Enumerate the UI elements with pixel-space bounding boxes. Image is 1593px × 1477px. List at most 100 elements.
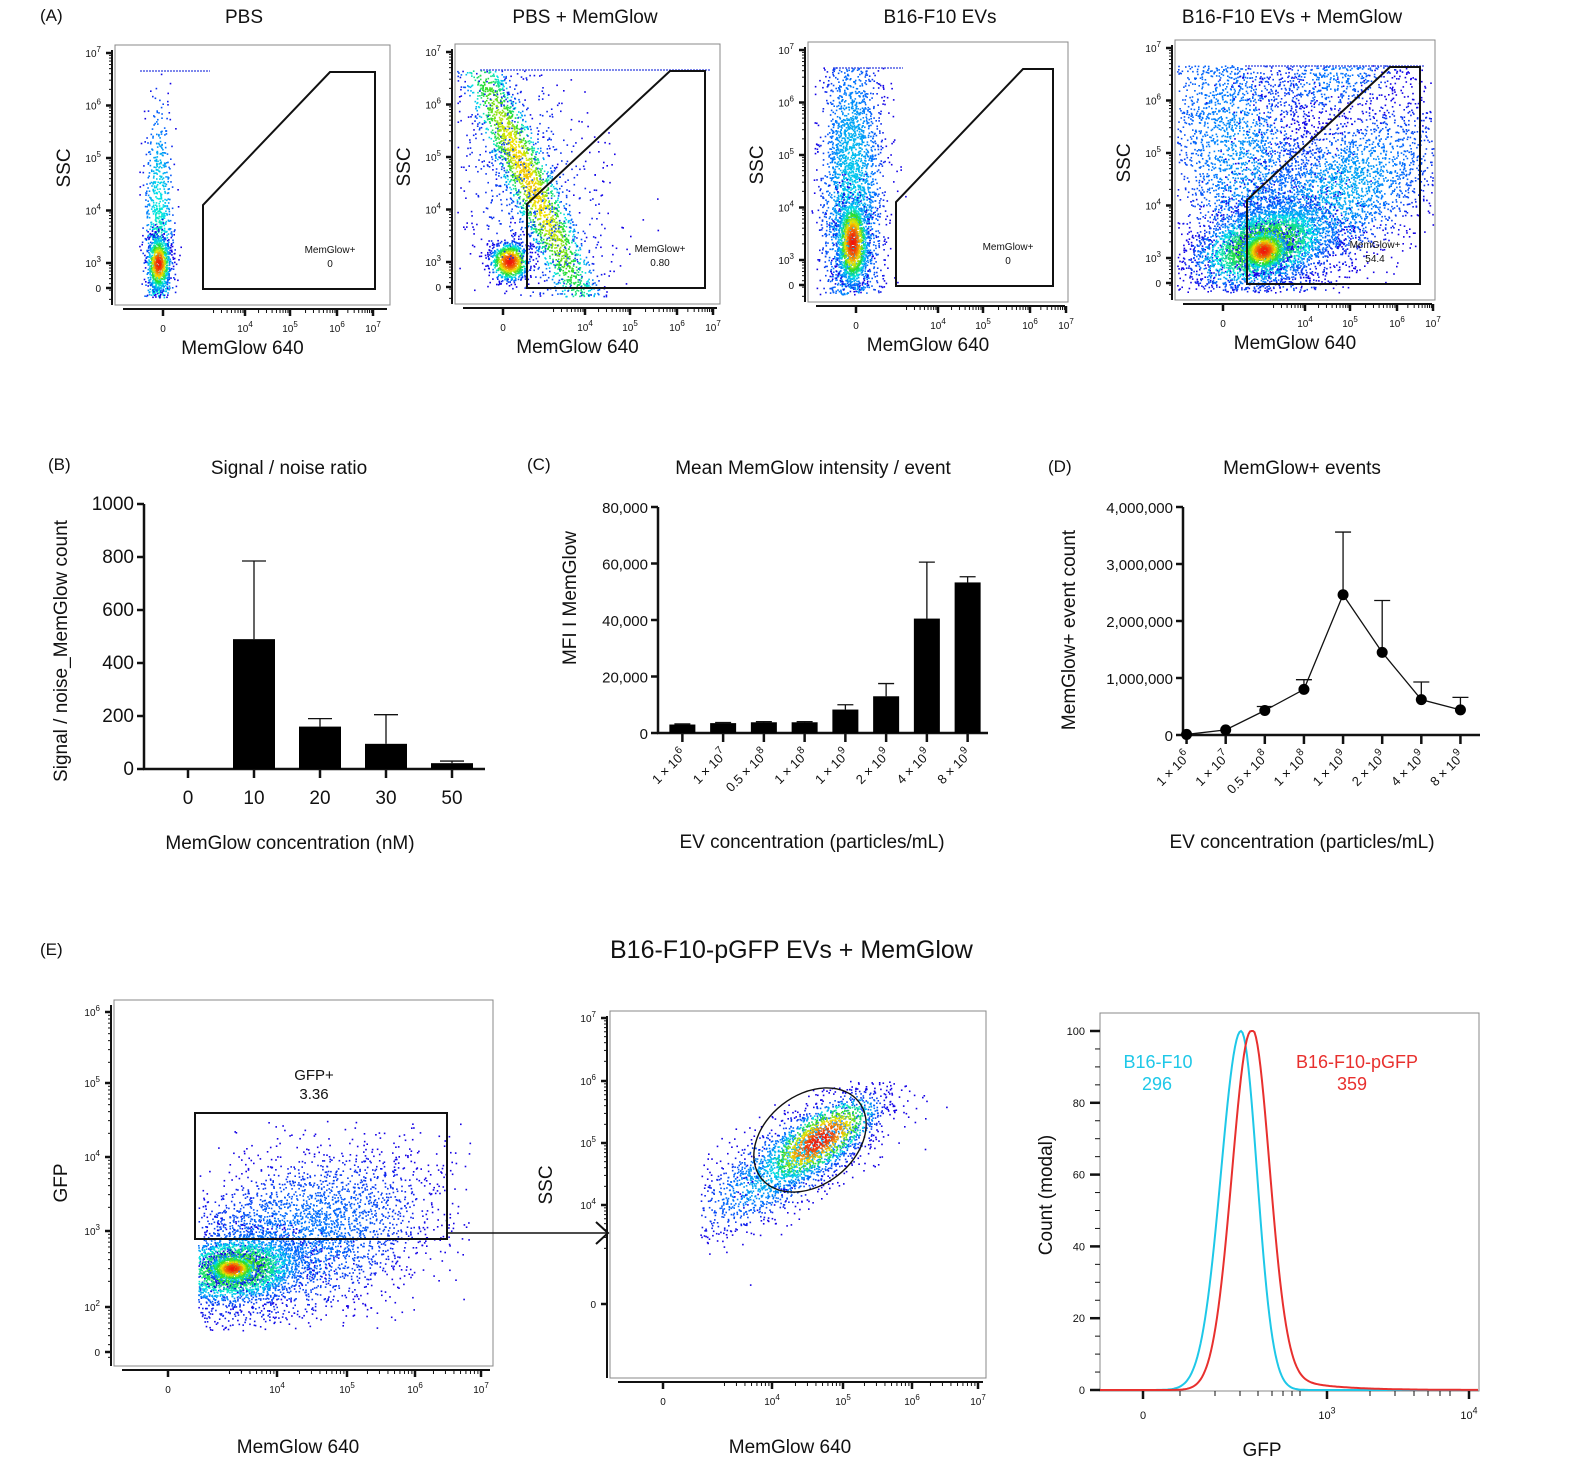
- x-tick-label: 106: [1022, 317, 1038, 332]
- y-tick-label: 106: [580, 1073, 596, 1088]
- ssc-scatter-population: [700, 1080, 948, 1286]
- x-tick-label: 107: [1058, 317, 1074, 332]
- legend-b16f10-pgfp-name: B16-F10-pGFP: [1296, 1052, 1418, 1072]
- x-tick-label: 107: [473, 1381, 489, 1396]
- memglow-gate: [526, 70, 706, 289]
- chart-title: Signal / noise ratio: [211, 458, 367, 479]
- x-tick-label: 104: [269, 1381, 285, 1396]
- x-tick-label: 105: [835, 1393, 851, 1408]
- y-tick-label: 104: [84, 1149, 100, 1164]
- x-axis-title: MemGlow 640: [516, 337, 639, 358]
- scatter-population: [457, 69, 660, 298]
- x-tick-label: 105: [622, 319, 638, 334]
- x-axis-title: MemGlow 640: [867, 335, 990, 356]
- y-axis-title: SSC: [54, 148, 75, 187]
- x-axis-title: MemGlow concentration (nM): [165, 833, 414, 854]
- gate-label: GFP+: [294, 1067, 334, 1084]
- panel-label-a: (A): [40, 6, 63, 26]
- bar: [431, 763, 473, 769]
- x-tick-label: 0: [1220, 319, 1226, 330]
- bar: [233, 639, 275, 769]
- y-tick-label: 0: [94, 1348, 100, 1359]
- x-tick-label: 106: [1389, 315, 1405, 330]
- y-axis-title: SSC: [1114, 143, 1135, 182]
- y-tick-label: 103: [85, 255, 101, 270]
- y-axis-title: Signal / noise_MemGlow count: [51, 519, 72, 782]
- panel-e-gfp-scatter: 0 102 103 104 105 106 0 104 105 106 107 GFP+ 3.36 GFP…: [51, 999, 494, 1458]
- panel-label-b: (B): [48, 455, 71, 475]
- x-tick-label: 0: [165, 1385, 171, 1396]
- gate-value: 0: [1005, 256, 1011, 267]
- y-tick-label: 106: [778, 95, 794, 110]
- y-tick-label: 104: [778, 200, 794, 215]
- x-tick-label: 0: [160, 324, 166, 335]
- y-tick-label: 0: [1155, 279, 1161, 290]
- flow-plot-1: PBS 0 103 104 105 106 107 0 104 105 106 107 MemGlow+…: [54, 7, 391, 359]
- plot-frame: [609, 1010, 987, 1379]
- x-tick-label: 106: [329, 320, 345, 335]
- x-tick-label: 105: [339, 1381, 355, 1396]
- gfp-scatter-axes: 0 102 103 104 105 106 0 104 105 106 107: [84, 999, 494, 1396]
- memglow-gate: [895, 68, 1054, 287]
- y-tick-label: 107: [1145, 40, 1161, 55]
- y-tick-label: 107: [778, 42, 794, 57]
- panel-c-bar-chart: Mean MemGlow intensity / event 0 20,000 40,…: [560, 458, 988, 853]
- y-tick-label: 20,000: [602, 670, 648, 687]
- y-tick-label: 400: [102, 653, 134, 674]
- flow-axes: 0 103 104 105 106 107 0 104 105 106 107: [85, 44, 391, 335]
- y-tick-label: 105: [778, 147, 794, 162]
- chart-title: Mean MemGlow intensity / event: [675, 458, 951, 479]
- x-tick-label: 50: [441, 788, 462, 809]
- y-tick-label: 105: [580, 1135, 596, 1150]
- x-axis-title: MemGlow 640: [1234, 333, 1357, 354]
- x-tick-label: 104: [577, 319, 593, 334]
- memglow-gate: [202, 71, 376, 290]
- y-tick-label: 60: [1073, 1170, 1085, 1182]
- x-tick-label: 107: [705, 319, 721, 334]
- y-tick-label: 0: [640, 726, 648, 743]
- bar: [954, 582, 981, 733]
- scatter-population: [811, 67, 907, 296]
- x-tick-label: 0: [853, 321, 859, 332]
- x-tick-label: 10: [243, 788, 264, 809]
- x-axis-title: MemGlow 640: [181, 338, 304, 359]
- y-tick-label: 800: [102, 547, 134, 568]
- y-tick-label: 104: [85, 203, 101, 218]
- flow-plot-2: PBS + MemGlow 0 103 104 105 106 107 0 104 105 106 1…: [394, 7, 721, 358]
- y-tick-label: 105: [1145, 145, 1161, 160]
- gate-value: 3.36: [299, 1086, 328, 1103]
- x-tick-label: 30: [375, 788, 396, 809]
- gate-label: MemGlow+: [305, 245, 356, 256]
- x-tick-label: 105: [282, 320, 298, 335]
- y-tick-label: 0: [95, 284, 101, 295]
- flow-plot-3: B16-F10 EVs 0 103 104 105 106 107 0 104 105 106 107…: [747, 7, 1074, 356]
- y-tick-label: 60,000: [602, 557, 648, 574]
- y-tick-label: 104: [425, 202, 441, 217]
- y-tick-label: 104: [580, 1197, 596, 1212]
- bar: [299, 726, 341, 769]
- flow-plot-title: PBS: [225, 7, 263, 28]
- y-tick-label: 105: [85, 150, 101, 165]
- x-tick-label: 107: [365, 320, 381, 335]
- panel-e-ssc-scatter: 0 104 105 106 107 0 104 105 106 107 SSC MemGlow 640: [536, 1010, 987, 1458]
- legend-b16f10-name: B16-F10: [1123, 1052, 1192, 1072]
- y-tick-label: 0: [1079, 1385, 1085, 1397]
- bar: [669, 724, 696, 733]
- y-tick-label: 103: [778, 252, 794, 267]
- flow-plot-title: B16-F10 EVs + MemGlow: [1182, 7, 1402, 28]
- y-axis-title: SSC: [394, 147, 415, 186]
- y-tick-label: 80: [1073, 1098, 1085, 1110]
- x-tick-label: 106: [407, 1381, 423, 1396]
- y-tick-label: 80,000: [602, 500, 648, 517]
- y-tick-label: 104: [1145, 198, 1161, 213]
- x-tick-label: 0: [1140, 1410, 1146, 1422]
- y-tick-label: 103: [425, 254, 441, 269]
- y-tick-label: 106: [84, 1004, 100, 1019]
- y-tick-label: 40: [1073, 1241, 1085, 1253]
- y-tick-label: 100: [1067, 1026, 1085, 1038]
- plot-frame: [113, 999, 494, 1367]
- bar: [832, 709, 859, 733]
- y-tick-label: 106: [425, 97, 441, 112]
- plot-frame: [807, 41, 1069, 303]
